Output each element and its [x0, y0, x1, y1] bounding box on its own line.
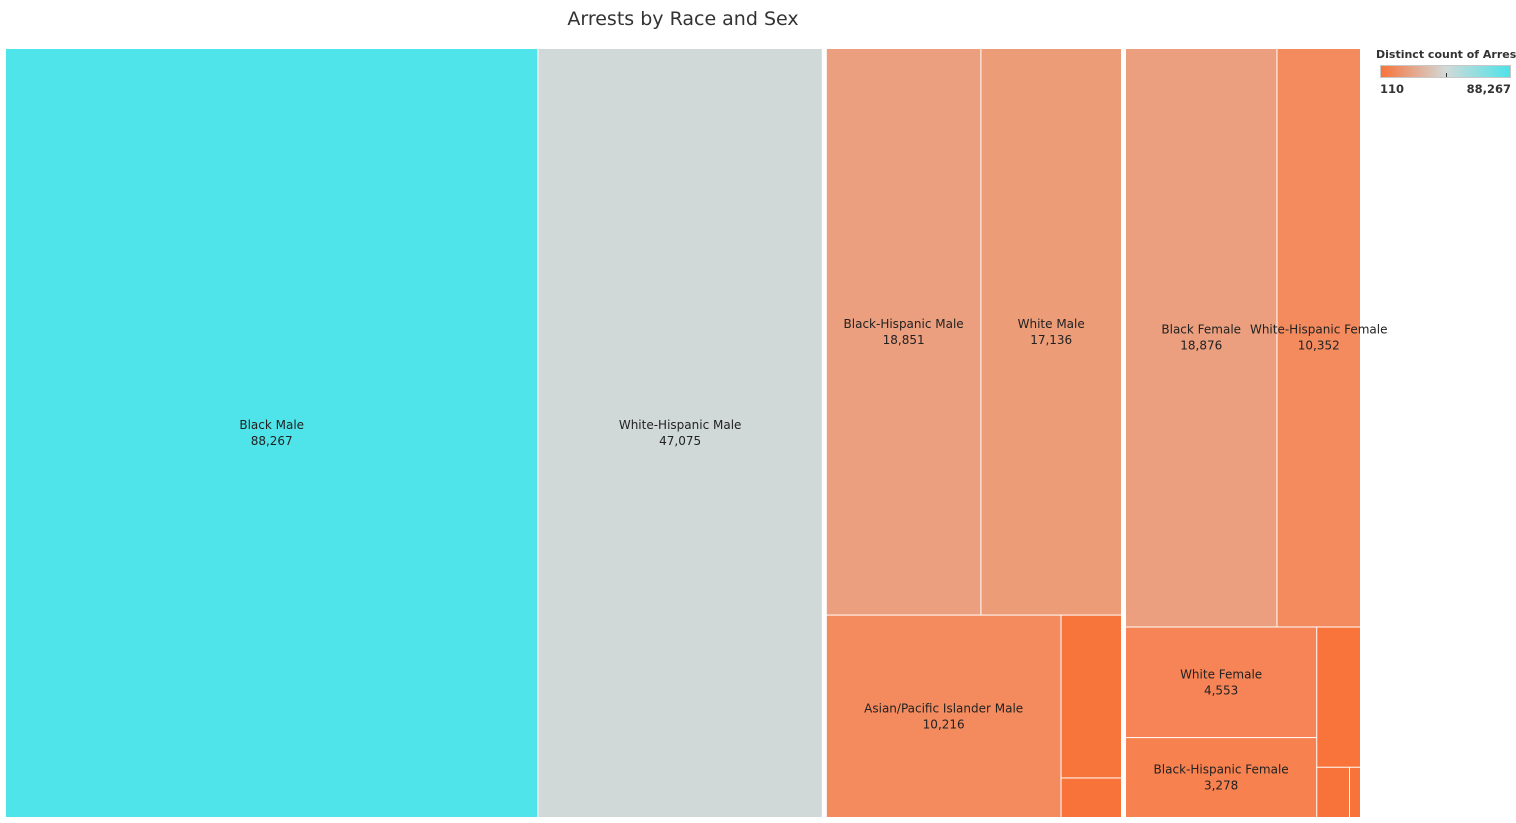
tile-white-male-value-label: 17,136	[1030, 333, 1072, 347]
tile-white-hispanic-male-label: White-Hispanic Male	[619, 418, 742, 432]
tile-asian-pacific-islander-male-label: Asian/Pacific Islander Male	[864, 701, 1023, 715]
tile-black-hispanic-female-label: Black-Hispanic Female	[1154, 763, 1289, 777]
tile-small-2-rect	[1061, 778, 1122, 817]
tile-black-hispanic-male[interactable]: Black-Hispanic Male 18,851	[826, 49, 981, 615]
tile-small-3-rect	[1317, 627, 1360, 767]
legend-min-label: 110	[1380, 82, 1405, 96]
chart-title: Arrests by Race and Sex	[567, 8, 799, 30]
color-legend: Distinct count of Arrest.. 110 88,267	[1376, 48, 1516, 96]
legend-max-label: 88,267	[1466, 82, 1511, 96]
tile-asian-pacific-islander-male-rect	[826, 615, 1061, 817]
tile-black-female[interactable]: Black Female 18,876	[1126, 49, 1277, 627]
tile-white-hispanic-female-label: White-Hispanic Female	[1250, 323, 1388, 337]
legend-midpoint-tick	[1446, 73, 1447, 77]
tile-white-male[interactable]: White Male 17,136	[981, 49, 1122, 615]
tile-black-female-label: Black Female	[1161, 323, 1241, 337]
tile-black-hispanic-male-label: Black-Hispanic Male	[844, 317, 964, 331]
tile-black-hispanic-female-rect	[1126, 738, 1317, 817]
tile-white-hispanic-male-value-label: 47,075	[659, 434, 701, 448]
tile-asian-pacific-islander-male[interactable]: Asian/Pacific Islander Male 10,216	[826, 615, 1061, 817]
tile-black-hispanic-male-value-label: 18,851	[883, 333, 925, 347]
tile-asian-pacific-islander-male-value-label: 10,216	[923, 717, 965, 731]
tile-small-4-rect	[1317, 767, 1350, 817]
tile-white-hispanic-female-value-label: 10,352	[1298, 339, 1340, 353]
tile-black-hispanic-female-value-label: 3,278	[1204, 779, 1238, 793]
tile-small-4[interactable]	[1317, 767, 1350, 817]
tile-white-hispanic-female-rect	[1277, 49, 1360, 627]
legend-range-labels: 110 88,267	[1380, 82, 1511, 96]
tile-white-female-rect	[1126, 627, 1317, 738]
tile-small-2[interactable]	[1061, 778, 1122, 817]
tile-white-hispanic-male[interactable]: White-Hispanic Male 47,075	[538, 49, 822, 817]
tile-black-male[interactable]: Black Male 88,267	[6, 49, 538, 817]
legend-gradient-bar	[1380, 65, 1511, 78]
tile-small-1[interactable]	[1061, 615, 1122, 778]
tile-white-female[interactable]: White Female 4,553	[1126, 627, 1317, 738]
tile-small-5-rect	[1350, 767, 1360, 817]
tile-black-male-label: Black Male	[239, 418, 304, 432]
tile-black-hispanic-male-rect	[826, 49, 981, 615]
tile-white-hispanic-male-rect	[538, 49, 822, 817]
tile-black-male-rect	[6, 49, 538, 817]
tile-white-female-value-label: 4,553	[1204, 683, 1238, 697]
tile-black-female-rect	[1126, 49, 1277, 627]
tile-black-female-value-label: 18,876	[1180, 339, 1222, 353]
tile-white-male-label: White Male	[1018, 317, 1085, 331]
tile-small-1-rect	[1061, 615, 1122, 778]
tile-white-male-rect	[981, 49, 1122, 615]
tile-black-hispanic-female[interactable]: Black-Hispanic Female 3,278	[1126, 738, 1317, 817]
tile-small-3[interactable]	[1317, 627, 1360, 767]
tile-white-hispanic-female[interactable]: White-Hispanic Female 10,352	[1250, 49, 1388, 627]
legend-title: Distinct count of Arrest..	[1376, 48, 1516, 61]
tile-white-female-label: White Female	[1180, 667, 1262, 681]
tile-small-5[interactable]	[1350, 767, 1360, 817]
tile-black-male-value-label: 88,267	[251, 434, 293, 448]
